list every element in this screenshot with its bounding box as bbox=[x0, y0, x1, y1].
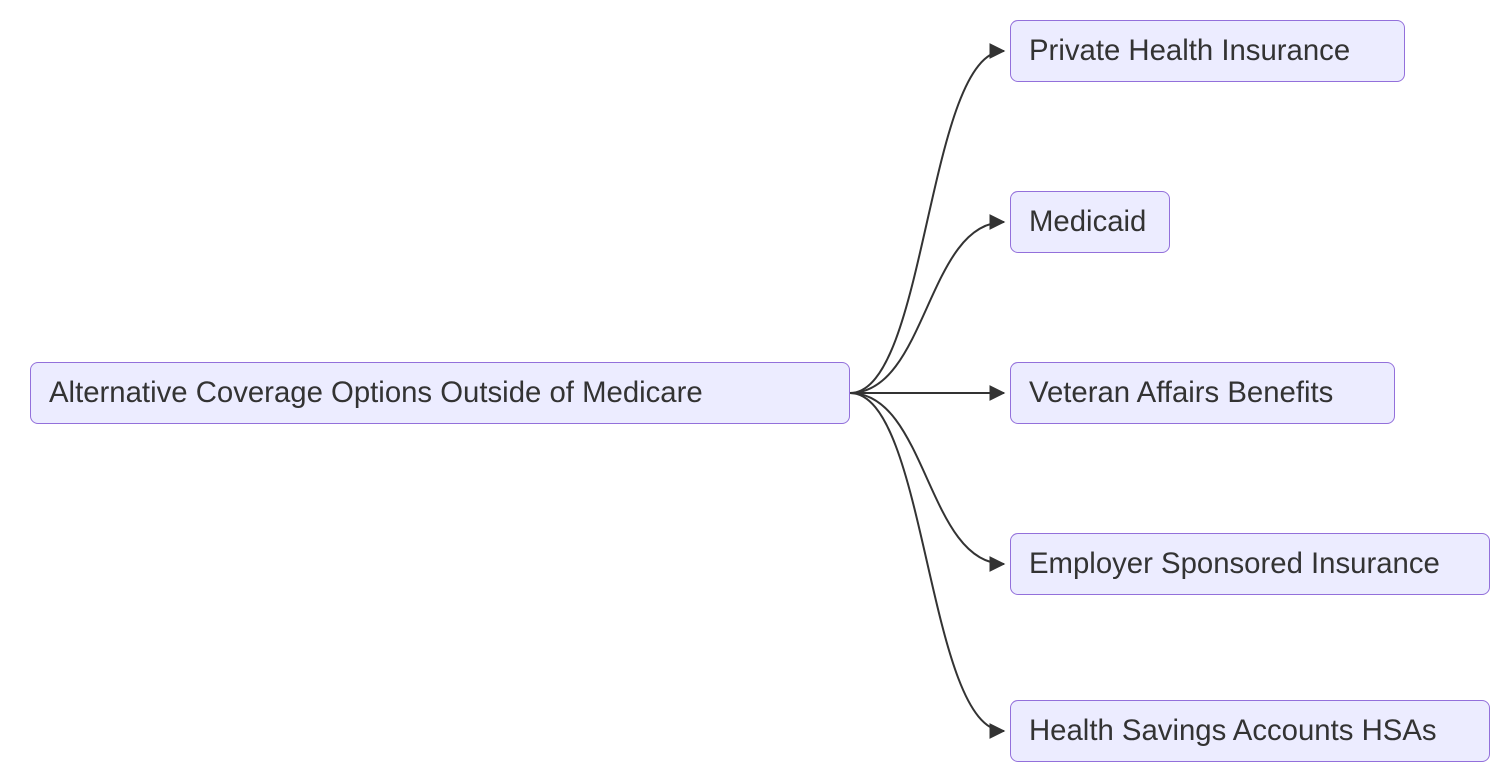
edge-root-n4 bbox=[850, 393, 1004, 564]
node-n3: Veteran Affairs Benefits bbox=[1010, 362, 1395, 424]
edge-root-n1 bbox=[850, 51, 1004, 393]
node-label: Medicaid bbox=[1029, 205, 1146, 239]
node-root: Alternative Coverage Options Outside of … bbox=[30, 362, 850, 424]
node-label: Private Health Insurance bbox=[1029, 34, 1350, 68]
node-n5: Health Savings Accounts HSAs bbox=[1010, 700, 1490, 762]
node-label: Health Savings Accounts HSAs bbox=[1029, 714, 1437, 748]
node-n2: Medicaid bbox=[1010, 191, 1170, 253]
diagram-stage: Alternative Coverage Options Outside of … bbox=[0, 0, 1494, 772]
edge-root-n2 bbox=[850, 222, 1004, 393]
node-label: Employer Sponsored Insurance bbox=[1029, 547, 1440, 581]
node-label: Veteran Affairs Benefits bbox=[1029, 376, 1333, 410]
node-label: Alternative Coverage Options Outside of … bbox=[49, 376, 703, 410]
node-n4: Employer Sponsored Insurance bbox=[1010, 533, 1490, 595]
node-n1: Private Health Insurance bbox=[1010, 20, 1405, 82]
edge-root-n5 bbox=[850, 393, 1004, 731]
